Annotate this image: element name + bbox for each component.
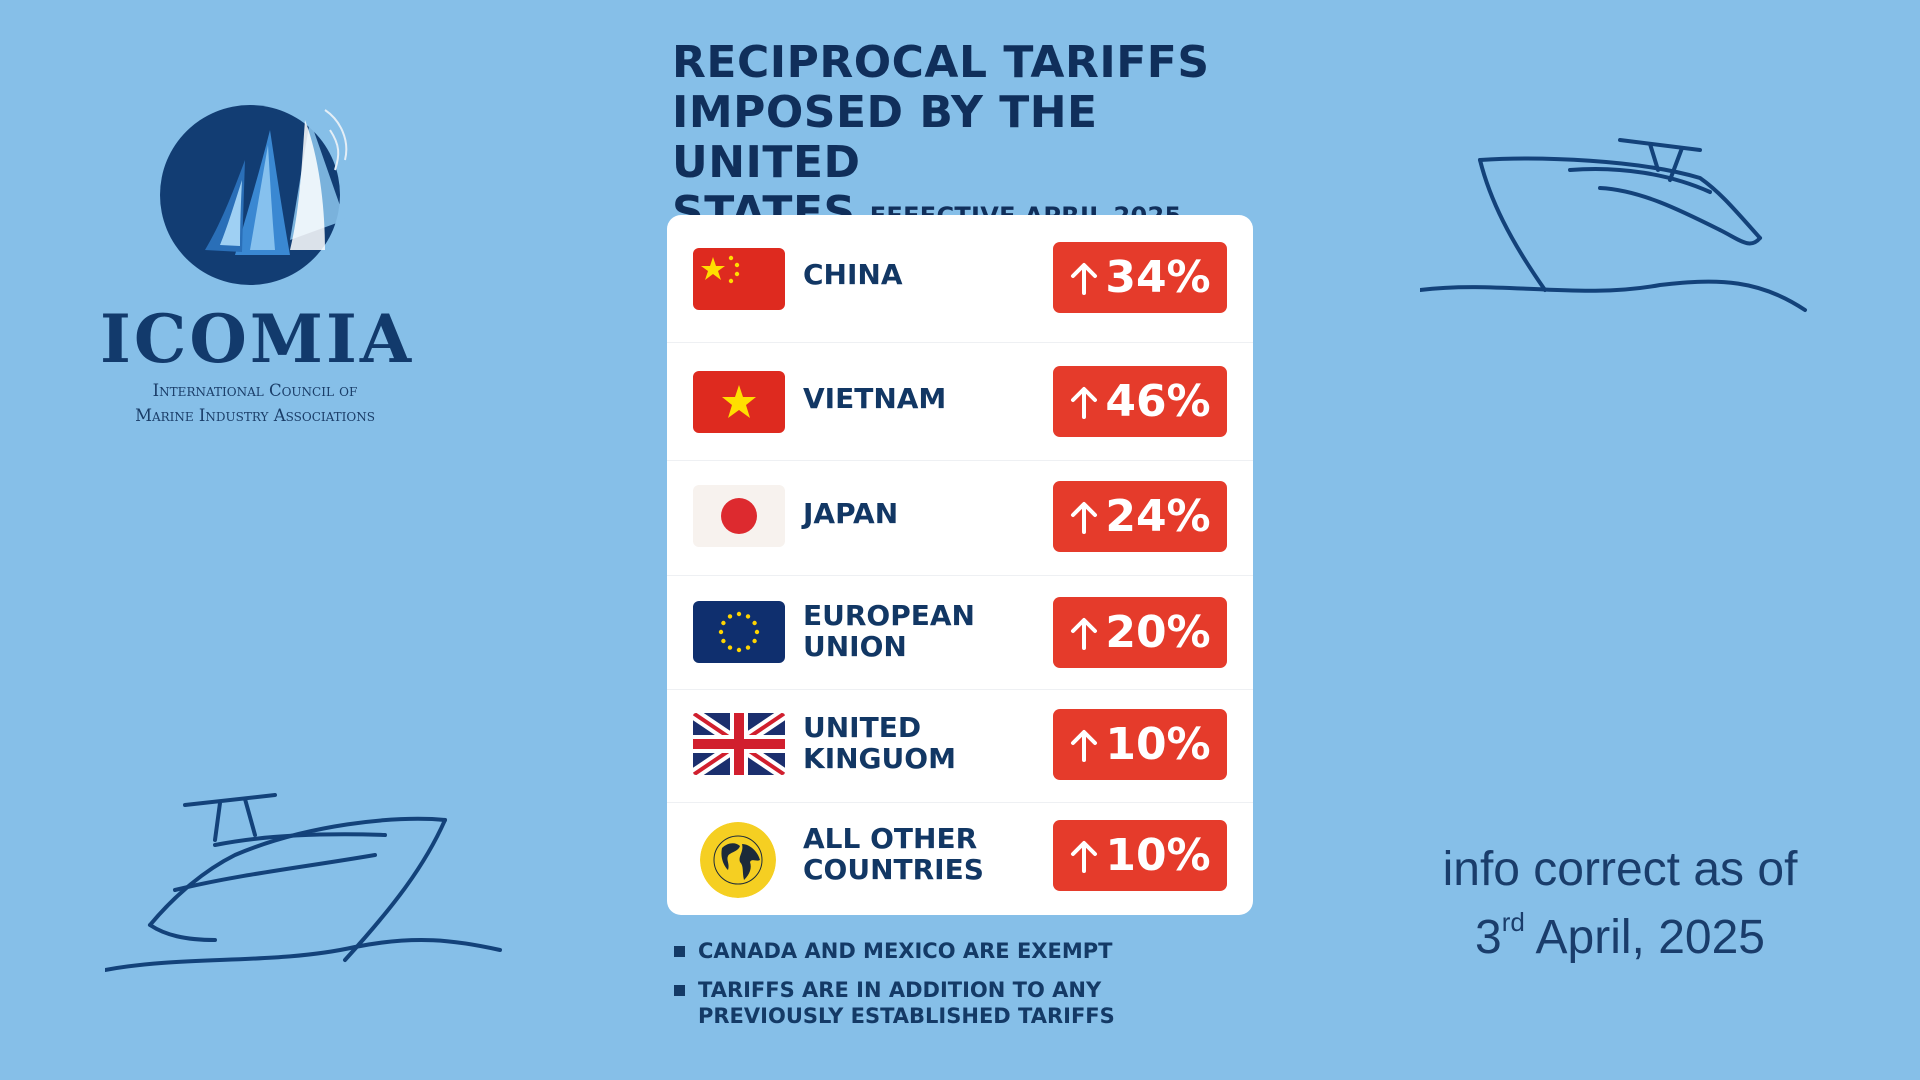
country-label: ALL OTHER <box>803 822 978 855</box>
country-name: JAPAN <box>803 498 898 529</box>
note-addition: TARIFFS ARE IN ADDITION TO ANY PREVIOUSL… <box>672 977 1232 1029</box>
uk-flag-icon <box>693 713 785 775</box>
tariff-rate-badge: 10% <box>1053 820 1227 891</box>
country-label: JAPAN <box>803 497 899 530</box>
tariff-rate-badge: 46% <box>1053 366 1227 437</box>
country-name: CHINA <box>803 259 903 290</box>
country-label: VIETNAM <box>803 382 947 415</box>
country-label: CHINA <box>803 258 903 291</box>
info-line1: info correct as of <box>1442 843 1798 896</box>
info-ordinal: rd <box>1501 907 1525 937</box>
tariff-row-china: CHINA 34% <box>667 215 1253 343</box>
tariff-rate: 24% <box>1105 491 1211 542</box>
tariff-rate: 10% <box>1105 719 1211 770</box>
vietnam-flag-icon <box>693 371 785 433</box>
boat-top-right-icon <box>1420 138 1807 312</box>
logo-wordmark: ICOMIA <box>100 300 415 378</box>
note-exempt: CANADA AND MEXICO ARE EXEMPT <box>672 938 1232 964</box>
tariff-rate-badge: 24% <box>1053 481 1227 552</box>
country-name: UNITED KINGUOM <box>803 712 956 774</box>
boat-bottom-left-icon <box>105 793 502 972</box>
china-flag-icon <box>693 248 785 310</box>
title-line2: IMPOSED BY THE UNITED <box>672 87 1098 188</box>
tariff-row-vietnam: VIETNAM 46% <box>667 343 1253 461</box>
country-label-line2: KINGUOM <box>803 742 956 775</box>
country-label: UNITED <box>803 711 922 744</box>
tariff-card: CHINA 34% VIETNAM 46% <box>667 215 1253 915</box>
logo-subtitle: International Council of Marine Industry… <box>100 378 410 428</box>
logo-subtitle-line2: Marine Industry Associations <box>135 406 375 425</box>
tariff-row-all-other: ALL OTHER COUNTRIES 10% <box>667 803 1253 915</box>
tariff-rate: 34% <box>1105 252 1211 303</box>
bullet-square-icon <box>674 946 685 957</box>
country-name: EUROPEAN UNION <box>803 600 975 662</box>
note-text: TARIFFS ARE IN ADDITION TO ANY <box>698 978 1102 1002</box>
tariff-row-eu: EUROPEAN UNION 20% <box>667 576 1253 690</box>
arrow-up-icon <box>1071 386 1098 419</box>
tariff-rate: 20% <box>1105 607 1211 658</box>
tariff-rate-badge: 10% <box>1053 709 1227 780</box>
info-correct-as-of: info correct as of 3rd April, 2025 <box>1370 836 1870 972</box>
page-title: RECIPROCAL TARIFFS IMPOSED BY THE UNITED… <box>672 38 1292 241</box>
info-day: 3 <box>1475 911 1502 964</box>
arrow-up-icon <box>1071 262 1098 295</box>
country-label: EUROPEAN <box>803 599 975 632</box>
eu-flag-icon <box>693 601 785 663</box>
japan-flag-icon <box>693 485 785 547</box>
arrow-up-icon <box>1071 617 1098 650</box>
info-date-rest: April, 2025 <box>1524 911 1765 964</box>
sail-emblem-icon <box>160 105 348 285</box>
tariff-row-uk: UNITED KINGUOM 10% <box>667 690 1253 803</box>
tariff-rate: 10% <box>1105 830 1211 881</box>
icomia-logo: ICOMIA International Council of Marine I… <box>100 100 415 430</box>
note-text-line2: PREVIOUSLY ESTABLISHED TARIFFS <box>698 1004 1115 1028</box>
tariff-rate: 46% <box>1105 376 1211 427</box>
country-name: VIETNAM <box>803 383 946 414</box>
logo-subtitle-line1: International Council of <box>152 381 358 400</box>
country-label-line2: COUNTRIES <box>803 853 984 886</box>
note-text: CANADA AND MEXICO ARE EXEMPT <box>698 939 1113 963</box>
title-line1: RECIPROCAL TARIFFS <box>672 37 1210 88</box>
country-label-line2: UNION <box>803 630 907 663</box>
tariff-row-japan: JAPAN 24% <box>667 461 1253 576</box>
arrow-up-icon <box>1071 840 1098 873</box>
globe-icon <box>700 822 776 898</box>
arrow-up-icon <box>1071 729 1098 762</box>
info-date: 3rd April, 2025 <box>1370 904 1870 972</box>
bullet-square-icon <box>674 985 685 996</box>
country-name: ALL OTHER COUNTRIES <box>803 823 984 885</box>
footnotes: CANADA AND MEXICO ARE EXEMPT TARIFFS ARE… <box>672 938 1232 1042</box>
arrow-up-icon <box>1071 501 1098 534</box>
tariff-rate-badge: 20% <box>1053 597 1227 668</box>
tariff-rate-badge: 34% <box>1053 242 1227 313</box>
